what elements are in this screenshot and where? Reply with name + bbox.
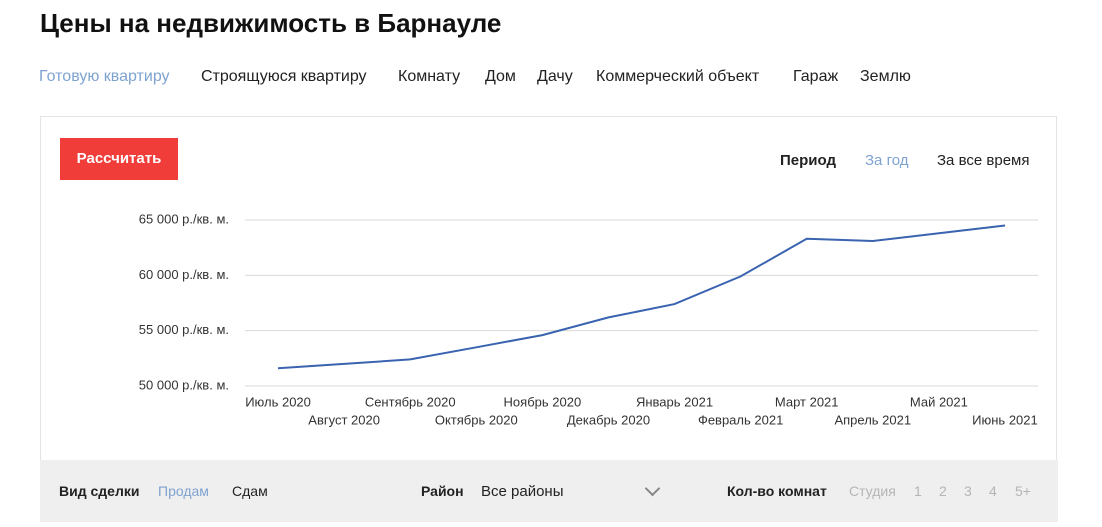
page-title: Цены на недвижимость в Барнауле <box>40 8 502 38</box>
tab[interactable]: Дачу <box>537 68 573 85</box>
tab[interactable]: Готовую квартиру <box>39 68 170 85</box>
district-select[interactable]: Все районы <box>481 483 564 500</box>
x-tick-label: Декабрь 2020 <box>567 412 650 427</box>
filter-option[interactable]: 5+ <box>1015 483 1031 499</box>
x-tick-label: Август 2020 <box>308 412 380 427</box>
x-tick-label: Ноябрь 2020 <box>504 394 582 409</box>
period-option[interactable]: За все время <box>937 152 1030 169</box>
y-tick-label: 55 000 р./кв. м. <box>139 322 229 337</box>
tab[interactable]: Дом <box>485 68 516 85</box>
y-tick-label: 60 000 р./кв. м. <box>139 267 229 282</box>
filter-option[interactable]: Студия <box>849 483 896 499</box>
x-tick-label: Июль 2020 <box>245 394 311 409</box>
filter-option[interactable]: 3 <box>964 483 972 499</box>
calculate-button[interactable]: Рассчитать <box>60 138 178 180</box>
x-tick-label: Апрель 2021 <box>834 412 911 427</box>
x-tick-label: Сентябрь 2020 <box>365 394 456 409</box>
chart: 50 000 р./кв. м. 55 000 р./кв. м. 60 000 р… <box>139 211 1038 427</box>
filter-label: Вид сделки <box>59 483 140 499</box>
tab[interactable]: Коммерческий объект <box>596 68 760 85</box>
x-tick-label: Март 2021 <box>775 394 839 409</box>
tab[interactable]: Строящуюся квартиру <box>201 68 367 85</box>
y-tick-label: 65 000 р./кв. м. <box>139 211 229 226</box>
tab[interactable]: Комнату <box>398 68 461 85</box>
x-tick-label: Май 2021 <box>910 394 968 409</box>
filter-bar <box>40 460 1058 522</box>
filter-option[interactable]: Продам <box>158 483 209 499</box>
tab[interactable]: Землю <box>860 68 911 85</box>
x-tick-label: Январь 2021 <box>636 394 713 409</box>
x-tick-label: Октябрь 2020 <box>435 412 518 427</box>
filter-option[interactable]: 1 <box>914 483 922 499</box>
x-tick-label: Февраль 2021 <box>698 412 783 427</box>
period-option[interactable]: За год <box>865 152 909 169</box>
filter-label: Кол-во комнат <box>727 483 827 499</box>
filter-option[interactable]: Сдам <box>232 483 268 499</box>
filter-option[interactable]: 2 <box>939 483 947 499</box>
filter-label: Район <box>421 483 464 499</box>
x-tick-label: Июнь 2021 <box>972 412 1038 427</box>
filter-option[interactable]: 4 <box>989 483 997 499</box>
tab[interactable]: Гараж <box>793 68 839 85</box>
price-line <box>277 224 1006 370</box>
period-label: Период <box>780 152 836 169</box>
y-tick-label: 50 000 р./кв. м. <box>139 377 229 392</box>
